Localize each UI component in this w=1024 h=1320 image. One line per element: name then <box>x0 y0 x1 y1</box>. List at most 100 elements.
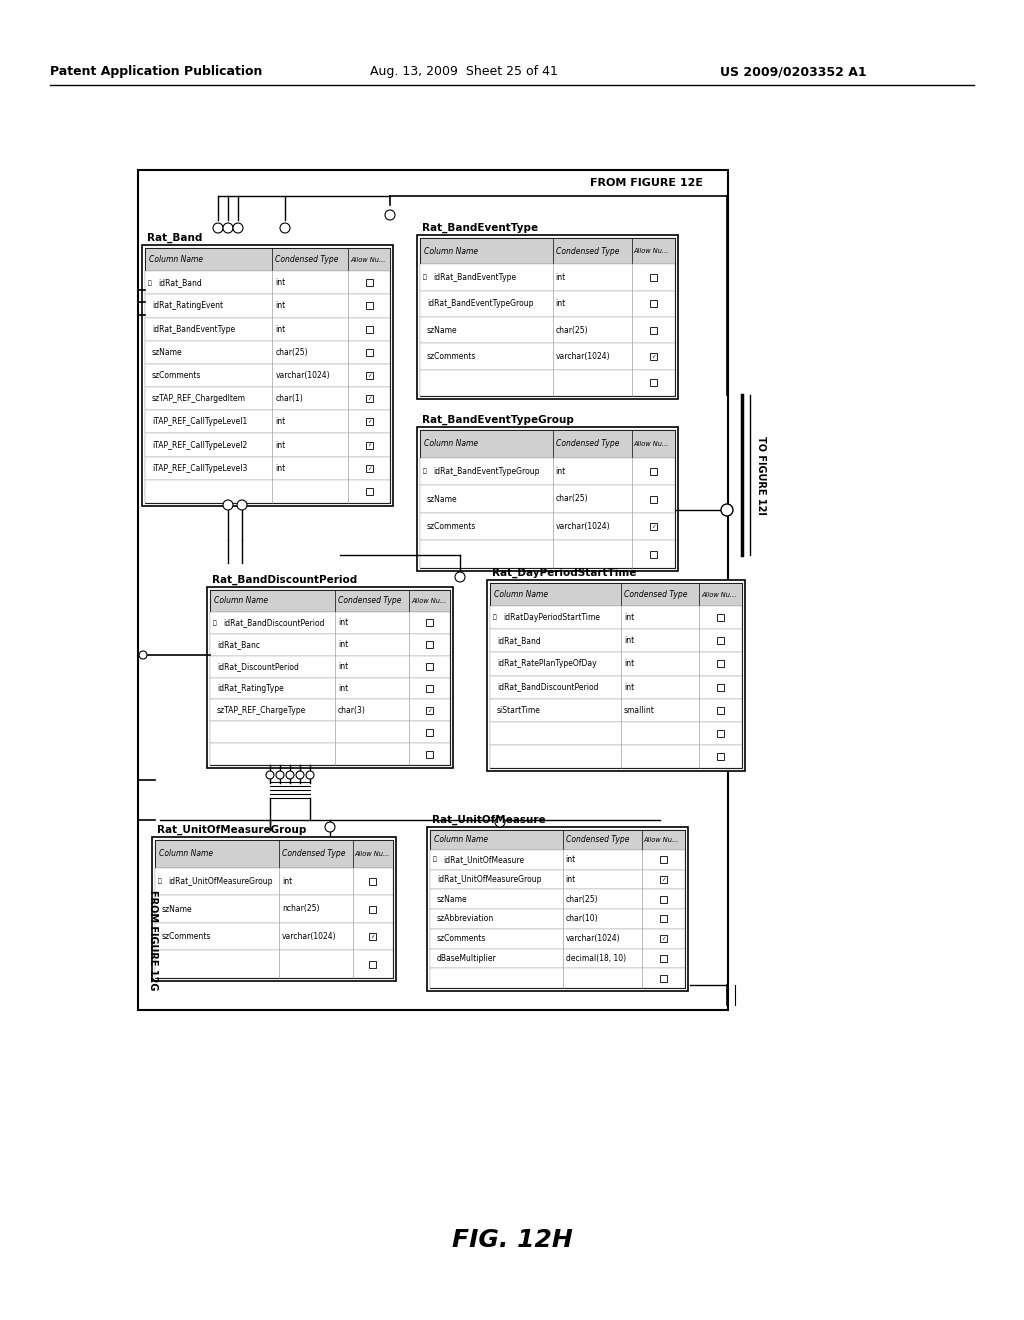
Text: char(25): char(25) <box>275 347 308 356</box>
Text: varchar(1024): varchar(1024) <box>565 935 621 942</box>
Text: ✓: ✓ <box>662 876 666 882</box>
Bar <box>155 867 393 895</box>
Bar <box>155 923 393 950</box>
Text: varchar(1024): varchar(1024) <box>275 371 330 380</box>
Bar <box>490 722 742 744</box>
Text: int: int <box>556 467 566 477</box>
Bar <box>650 352 656 360</box>
Bar <box>659 915 667 923</box>
Bar <box>420 430 675 568</box>
Text: idRatDayPeriodStartTime: idRatDayPeriodStartTime <box>503 614 600 622</box>
Text: iTAP_REF_CallTypeLevel3: iTAP_REF_CallTypeLevel3 <box>152 463 248 473</box>
Bar <box>717 706 724 714</box>
Bar <box>417 235 678 399</box>
Bar <box>366 348 373 356</box>
Text: US 2009/0203352 A1: US 2009/0203352 A1 <box>720 66 866 78</box>
Text: idRat_DiscountPeriod: idRat_DiscountPeriod <box>217 663 299 671</box>
Bar <box>650 495 656 503</box>
Text: int: int <box>338 640 348 649</box>
Text: TO FIGURE 12I: TO FIGURE 12I <box>756 436 766 515</box>
Text: char(3): char(3) <box>338 706 366 715</box>
Text: int: int <box>556 273 566 282</box>
Circle shape <box>306 771 314 779</box>
Bar <box>490 606 742 630</box>
Circle shape <box>721 504 733 516</box>
Text: int: int <box>624 636 634 645</box>
Text: Column Name: Column Name <box>434 836 488 845</box>
Bar <box>145 411 390 433</box>
Bar <box>210 634 450 656</box>
Text: idRat_BandDiscountPeriod: idRat_BandDiscountPeriod <box>223 618 325 627</box>
Text: int: int <box>275 279 286 288</box>
Bar <box>650 550 656 557</box>
Text: iTAP_REF_CallTypeLevel1: iTAP_REF_CallTypeLevel1 <box>152 417 247 426</box>
Circle shape <box>495 817 505 828</box>
Text: Allow Nu...: Allow Nu... <box>354 851 390 857</box>
Bar <box>420 264 675 290</box>
Bar <box>490 630 742 652</box>
Bar <box>490 652 742 676</box>
Text: FROM FIGURE 12G: FROM FIGURE 12G <box>148 890 158 990</box>
Bar <box>145 364 390 387</box>
Text: Allow Nu...: Allow Nu... <box>701 591 736 598</box>
Text: Column Name: Column Name <box>150 255 203 264</box>
Text: ✓: ✓ <box>427 708 432 713</box>
Text: ✓: ✓ <box>651 354 655 359</box>
Circle shape <box>296 771 304 779</box>
Bar <box>430 830 685 850</box>
Text: int: int <box>338 684 348 693</box>
Bar <box>420 540 675 568</box>
Text: Allow Nu...: Allow Nu... <box>412 598 446 605</box>
Text: ⚿: ⚿ <box>433 857 437 862</box>
Bar <box>210 612 450 634</box>
Text: idRat_RatingEvent: idRat_RatingEvent <box>152 301 223 310</box>
Circle shape <box>223 223 233 234</box>
Bar <box>145 387 390 411</box>
Bar <box>650 467 656 475</box>
Bar <box>210 677 450 700</box>
Bar <box>650 379 656 387</box>
Circle shape <box>213 223 223 234</box>
Text: ✓: ✓ <box>367 374 372 378</box>
Bar <box>145 318 390 341</box>
Text: ⚿: ⚿ <box>158 879 162 884</box>
Bar <box>152 837 396 981</box>
Text: Column Name: Column Name <box>159 849 213 858</box>
Text: szTAP_REF_ChargedItem: szTAP_REF_ChargedItem <box>152 395 246 403</box>
Bar <box>366 442 373 449</box>
Bar <box>145 248 390 271</box>
Text: idRat_RatingType: idRat_RatingType <box>217 684 284 693</box>
Text: int: int <box>338 618 348 627</box>
Bar <box>210 590 450 766</box>
Text: Rat_UnitOfMeasureGroup: Rat_UnitOfMeasureGroup <box>157 825 306 836</box>
Text: Allow Nu...: Allow Nu... <box>350 256 386 263</box>
Text: ✓: ✓ <box>367 420 372 424</box>
Text: char(25): char(25) <box>556 495 588 503</box>
Bar <box>420 238 675 264</box>
Text: ⚿: ⚿ <box>148 280 152 285</box>
Text: szAbbreviation: szAbbreviation <box>437 915 495 924</box>
Text: int: int <box>275 325 286 334</box>
Text: ⚿: ⚿ <box>423 275 427 280</box>
Bar <box>430 850 685 870</box>
Text: varchar(1024): varchar(1024) <box>556 523 610 531</box>
Circle shape <box>223 500 233 510</box>
Bar <box>138 170 728 1010</box>
Bar <box>426 729 433 735</box>
Text: Condensed Type: Condensed Type <box>565 836 629 845</box>
Text: szComments: szComments <box>437 935 486 942</box>
Text: szComments: szComments <box>162 932 211 941</box>
Text: ✓: ✓ <box>662 936 666 941</box>
Bar <box>650 523 656 531</box>
Text: char(1): char(1) <box>275 395 303 403</box>
Text: Condensed Type: Condensed Type <box>624 590 687 599</box>
Bar <box>490 583 742 606</box>
Text: int: int <box>275 301 286 310</box>
Bar <box>426 706 433 714</box>
Text: szName: szName <box>427 495 458 503</box>
Bar <box>659 876 667 883</box>
Circle shape <box>325 822 335 832</box>
Text: idRat_BandEventType: idRat_BandEventType <box>152 325 236 334</box>
Bar <box>366 302 373 309</box>
Bar <box>735 395 753 825</box>
